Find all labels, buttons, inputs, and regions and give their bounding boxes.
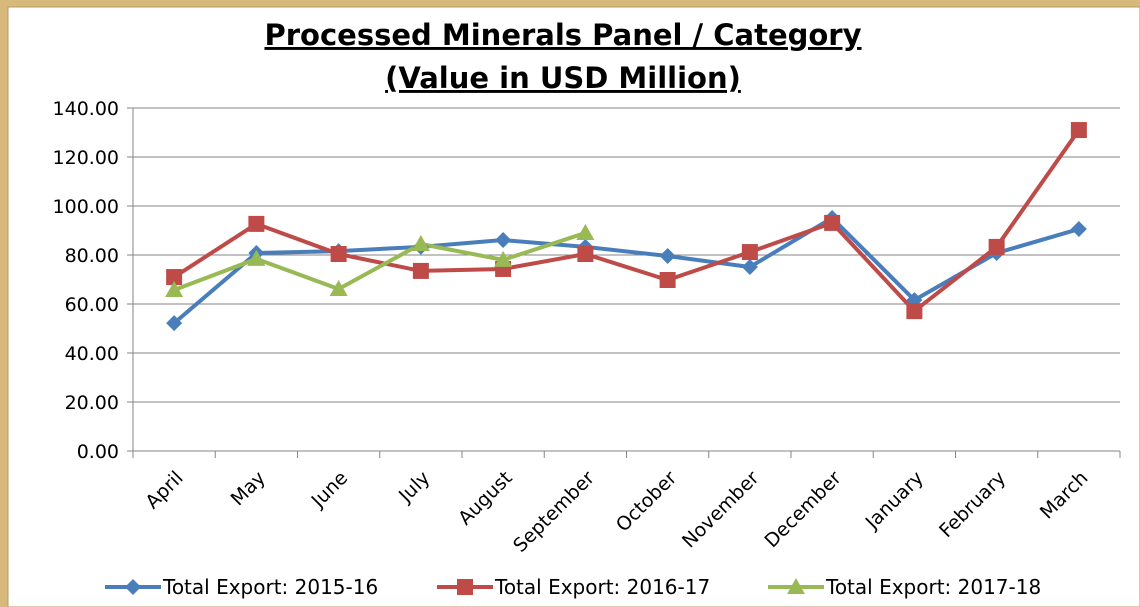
marker — [166, 269, 183, 286]
marker — [906, 303, 923, 320]
y-tick-label: 0.00 — [77, 441, 119, 463]
y-tick-label: 60.00 — [65, 294, 119, 316]
chart-title: Processed Minerals Panel / Category — [264, 18, 861, 52]
marker — [787, 578, 805, 594]
marker — [988, 238, 1005, 255]
marker — [659, 247, 676, 264]
marker — [329, 280, 348, 297]
legend-label: Total Export: 2016-17 — [494, 575, 710, 599]
marker — [330, 246, 347, 263]
chart-subtitle: (Value in USD Million) — [385, 61, 741, 95]
marker — [824, 214, 841, 231]
legend-label: Total Export: 2015-16 — [162, 575, 378, 599]
marker — [577, 246, 594, 263]
marker — [659, 271, 676, 288]
series-line — [172, 216, 1080, 325]
marker — [166, 315, 183, 332]
marker — [741, 244, 758, 261]
marker — [494, 250, 513, 267]
marker — [1070, 122, 1087, 139]
marker — [741, 259, 758, 276]
marker — [248, 215, 265, 232]
marker — [411, 234, 430, 251]
marker — [125, 579, 141, 595]
y-tick-label: 80.00 — [65, 245, 119, 267]
marker — [495, 232, 512, 249]
y-tick-label: 40.00 — [65, 343, 119, 365]
legend-label: Total Export: 2017-18 — [825, 575, 1041, 599]
series-line — [173, 128, 1081, 314]
chart-area — [7, 6, 1140, 607]
marker — [457, 579, 473, 595]
marker — [412, 262, 429, 279]
y-tick-label: 100.00 — [53, 196, 119, 218]
marker — [165, 281, 184, 298]
y-tick-label: 140.00 — [53, 98, 119, 120]
marker — [247, 249, 266, 266]
y-tick-label: 120.00 — [53, 147, 119, 169]
y-tick-label: 20.00 — [65, 392, 119, 414]
marker — [576, 223, 595, 240]
marker — [1070, 221, 1087, 238]
series-line — [173, 231, 586, 292]
